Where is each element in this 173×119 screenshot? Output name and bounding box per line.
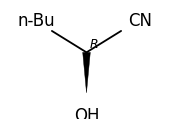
Text: OH: OH bbox=[74, 107, 99, 119]
Text: CN: CN bbox=[128, 12, 152, 30]
Polygon shape bbox=[83, 52, 90, 93]
Text: n-Bu: n-Bu bbox=[17, 12, 55, 30]
Text: R: R bbox=[90, 38, 99, 51]
